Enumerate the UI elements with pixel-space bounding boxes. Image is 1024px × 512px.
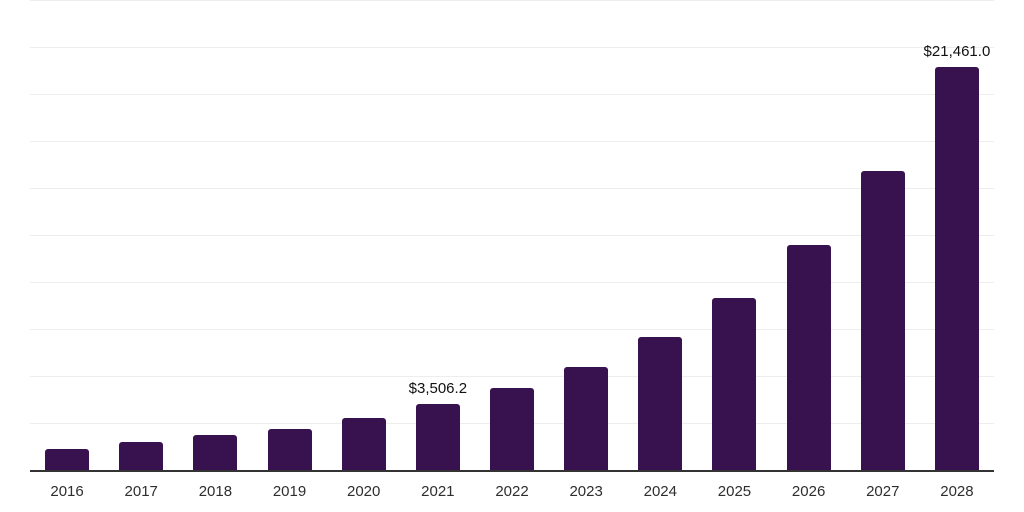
bar-2027 <box>860 171 905 470</box>
x-tick-label-2017: 2017 <box>124 483 158 500</box>
bar-2019 <box>267 429 312 470</box>
bar-2021 <box>415 404 460 470</box>
bar-2025 <box>712 298 757 470</box>
bar-2016 <box>45 449 90 470</box>
gridline <box>30 47 994 48</box>
x-tick-label-2024: 2024 <box>643 483 677 500</box>
x-tick-label-2020: 2020 <box>347 483 381 500</box>
gridline <box>30 141 994 142</box>
x-tick-label-2026: 2026 <box>791 483 826 500</box>
gridline <box>30 376 994 377</box>
x-tick-label-2027: 2027 <box>866 483 900 500</box>
gridline <box>30 329 994 330</box>
bar-2028 <box>934 67 979 470</box>
x-tick-label-2023: 2023 <box>569 483 603 500</box>
data-label-2028: $21,461.0 <box>923 43 991 60</box>
gridline <box>30 282 994 283</box>
bar-2026 <box>786 245 831 470</box>
gridline <box>30 94 994 95</box>
bar-2023 <box>564 367 609 470</box>
gridline <box>30 188 994 189</box>
x-tick-label-2025: 2025 <box>717 483 752 500</box>
x-tick-label-2021: 2021 <box>421 483 455 500</box>
bar-2020 <box>341 418 386 470</box>
x-tick-label-2019: 2019 <box>272 483 307 500</box>
bar-2018 <box>193 435 238 470</box>
bar-2024 <box>638 337 683 470</box>
bar-2022 <box>490 388 534 470</box>
x-tick-label-2022: 2022 <box>495 483 529 500</box>
data-label-2021: $3,506.2 <box>408 380 468 397</box>
gridline <box>30 235 994 236</box>
plot-area: $3,506.2 $21,461.0 <box>30 0 994 472</box>
bar-2017 <box>119 442 164 470</box>
x-tick-label-2028: 2028 <box>940 483 974 500</box>
x-tick-label-2018: 2018 <box>198 483 233 500</box>
x-tick-label-2016: 2016 <box>50 483 84 500</box>
gridline <box>30 0 994 1</box>
x-axis-labels: 2016 2017 2018 2019 2020 2021 2022 2023 2024 2025… <box>30 480 994 504</box>
